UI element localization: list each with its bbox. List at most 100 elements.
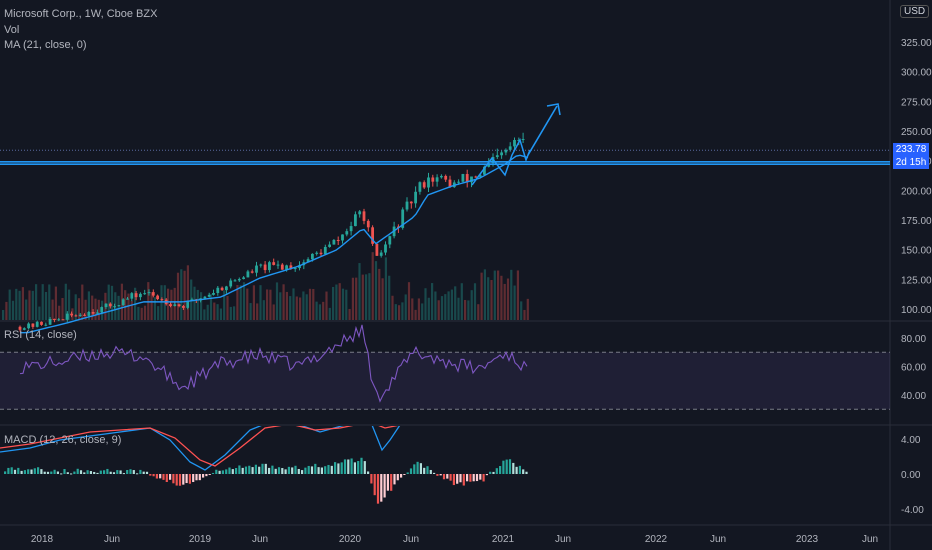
macd-histogram-bar [149, 474, 152, 476]
volume-bar [312, 288, 315, 320]
macd-legend: MACD (12, 26, close, 9) [4, 434, 122, 446]
macd-histogram-bar [284, 469, 287, 474]
candle-body [336, 239, 340, 241]
volume-bar [384, 257, 387, 320]
volume-bar [206, 304, 209, 320]
volume-bar [292, 288, 295, 320]
volume-bar [358, 263, 361, 320]
candle-body [470, 176, 473, 183]
macd-histogram-bar [406, 472, 409, 474]
macd-histogram-bar [251, 467, 254, 474]
volume-bar [213, 302, 216, 320]
macd-histogram-bar [459, 474, 462, 483]
volume-bar [8, 289, 11, 320]
candle-body [233, 280, 237, 282]
volume-bar [404, 294, 407, 320]
macd-histogram-bar [27, 469, 30, 474]
macd-histogram-bar [70, 473, 73, 475]
candle-body [478, 174, 482, 177]
candle-body [203, 296, 207, 299]
macd-histogram-bar [271, 465, 274, 474]
macd-histogram-bar [400, 474, 403, 478]
macd-histogram-bar [301, 470, 304, 474]
volume-bar [160, 285, 163, 320]
candle-body [280, 264, 284, 270]
price-tick-label: 175.00 [901, 216, 932, 227]
macd-histogram-bar [469, 474, 472, 482]
volume-bar [256, 303, 259, 320]
candle-body [289, 265, 293, 269]
macd-histogram-bar [505, 459, 508, 474]
macd-histogram-bar [403, 474, 406, 475]
macd-histogram-bar [211, 472, 215, 474]
currency-button[interactable]: USD [900, 5, 930, 18]
macd-histogram-bar [274, 468, 277, 474]
volume-bar [473, 283, 477, 320]
volume-bar [470, 290, 473, 320]
macd-histogram-bar [159, 474, 162, 479]
macd-histogram-bar [436, 474, 439, 476]
candle-body [78, 314, 82, 316]
macd-histogram-bar [63, 469, 66, 474]
candle-body [139, 293, 142, 298]
macd-histogram-bar [423, 467, 426, 474]
time-tick-label: 2022 [645, 534, 668, 545]
macd-histogram-bar [390, 474, 393, 491]
macd-histogram-bar [89, 471, 92, 474]
volume-bar [229, 306, 232, 320]
volume-bar [200, 292, 203, 320]
candle-body [457, 181, 460, 183]
macd-histogram-bar [208, 474, 211, 475]
volume-bar [259, 285, 262, 320]
candle-body [250, 271, 254, 273]
projection-arrow-head [546, 103, 561, 116]
macd-histogram-bar [126, 469, 129, 474]
macd-histogram-bar [13, 469, 17, 474]
candle-body [440, 175, 443, 178]
macd-histogram-bar [142, 471, 145, 474]
candle-body [113, 306, 116, 308]
volume-bar [520, 301, 523, 320]
candle-body [495, 155, 499, 158]
volume-bar [239, 285, 242, 320]
candle-body [341, 234, 344, 241]
volume-bar [318, 304, 321, 320]
time-tick-label: 2020 [339, 534, 362, 545]
candle-body [401, 209, 405, 228]
volume-bar [447, 291, 450, 320]
volume-bar [180, 269, 183, 320]
rsi-band [0, 352, 890, 410]
candle-body [44, 324, 48, 326]
volume-bar [143, 305, 147, 320]
volume-bar [421, 303, 424, 320]
volume-bar [25, 299, 28, 320]
candle-body [220, 287, 224, 291]
volume-bar [140, 307, 143, 320]
macd-histogram-bar [136, 473, 139, 475]
candle-body [96, 312, 99, 314]
volume-bar [500, 275, 503, 320]
macd-histogram-bar [353, 462, 356, 474]
volume-bar [374, 261, 378, 320]
candle-body [435, 177, 439, 182]
macd-histogram-bar [79, 470, 83, 474]
macd-histogram-bar [202, 474, 205, 478]
macd-histogram-bar [261, 463, 264, 474]
candle-body [272, 262, 276, 265]
candle-body [263, 264, 267, 271]
candle-body [83, 314, 86, 316]
volume-bar [299, 297, 302, 320]
volume-bar [345, 289, 348, 320]
macd-histogram-bar [475, 474, 479, 482]
candle-body [517, 139, 521, 141]
volume-bar [523, 309, 526, 320]
volume-bar [186, 265, 189, 320]
candle-body [366, 220, 370, 228]
time-tick-label: Jun [403, 534, 419, 545]
volume-bar [84, 299, 87, 320]
macd-histogram-bar [103, 470, 106, 474]
volume-bar [464, 299, 467, 320]
volume-bar [407, 282, 411, 320]
candle-body [177, 304, 181, 307]
